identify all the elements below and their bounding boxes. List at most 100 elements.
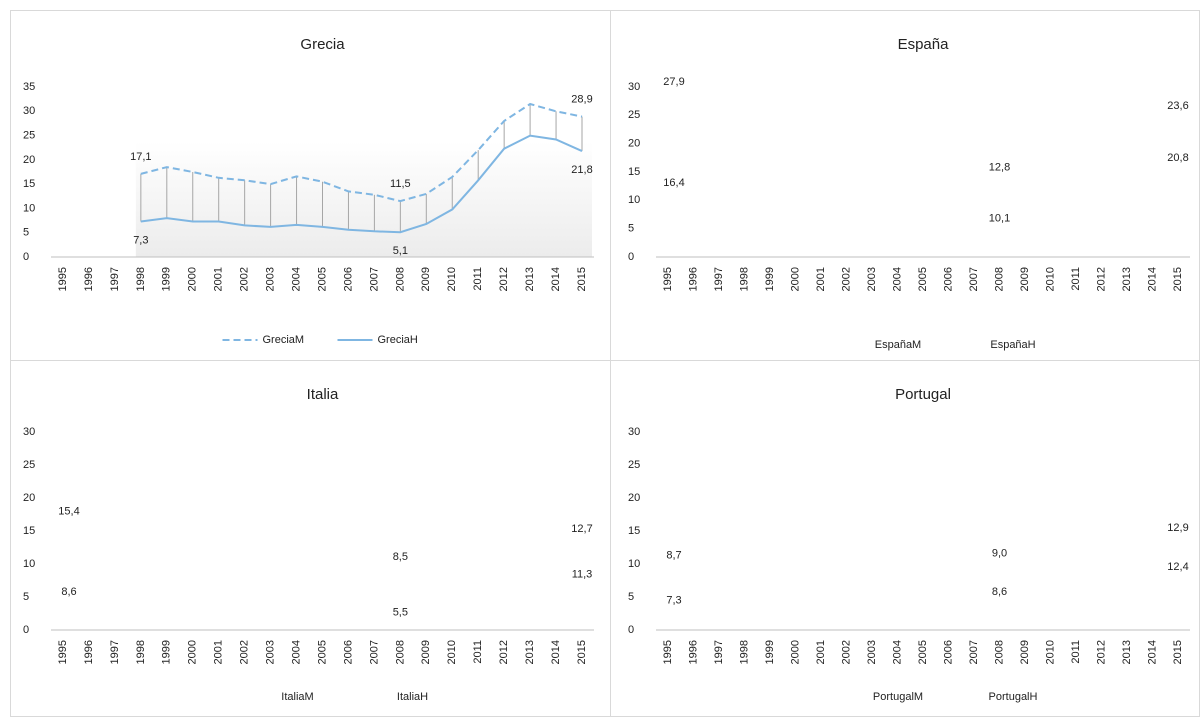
x-tick-label: 2014 [550, 640, 562, 664]
x-tick-label: 2004 [891, 640, 903, 664]
chart-title: Italia [307, 386, 339, 403]
x-tick-label: 2008 [394, 267, 406, 291]
x-tick-label: 2015 [576, 640, 588, 664]
x-tick-label: 1995 [662, 267, 674, 291]
x-tick-label: 1999 [764, 267, 776, 291]
y-tick-label: 30 [628, 426, 640, 438]
y-tick-label: 20 [23, 492, 35, 504]
data-label: 7,3 [133, 234, 148, 246]
x-tick-label: 2007 [968, 267, 980, 291]
x-tick-label: 2002 [840, 640, 852, 664]
x-tick-label: 2013 [524, 640, 536, 664]
data-label: 15,4 [58, 505, 79, 517]
data-label: 12,4 [1167, 561, 1188, 573]
x-tick-label: 2001 [815, 267, 827, 291]
plot-background [135, 141, 592, 257]
y-tick-label: 20 [628, 492, 640, 504]
data-label: 8,6 [61, 586, 76, 598]
data-label: 5,1 [393, 245, 408, 257]
y-tick-label: 5 [628, 223, 634, 235]
x-tick-label: 2006 [342, 640, 354, 664]
x-tick-label: 2001 [213, 640, 225, 664]
x-tick-label: 2015 [576, 267, 588, 291]
data-label: 10,1 [989, 213, 1010, 225]
chart-title: España [898, 36, 950, 53]
y-tick-label: 25 [23, 459, 35, 471]
y-tick-label: 20 [628, 138, 640, 150]
data-label: 21,8 [571, 164, 592, 176]
legend-label: PortugalH [989, 691, 1038, 703]
x-tick-label: 2007 [968, 640, 980, 664]
y-tick-label: 35 [23, 81, 35, 93]
x-tick-label: 1996 [83, 267, 95, 291]
x-tick-label: 2010 [1044, 267, 1056, 291]
x-tick-label: 1996 [83, 640, 95, 664]
x-tick-label: 2004 [290, 267, 302, 291]
y-tick-label: 30 [628, 81, 640, 93]
y-tick-label: 15 [23, 178, 35, 190]
legend-label: GreciaM [263, 334, 305, 346]
x-tick-label: 2000 [187, 640, 199, 664]
data-label: 23,6 [1167, 100, 1188, 112]
x-tick-label: 2013 [1121, 267, 1133, 291]
x-tick-label: 2002 [840, 267, 852, 291]
x-tick-label: 2003 [866, 640, 878, 664]
y-tick-label: 15 [628, 166, 640, 178]
x-tick-label: 2015 [1172, 267, 1184, 291]
data-label: 12,9 [1167, 522, 1188, 534]
x-tick-label: 2005 [917, 640, 929, 664]
x-tick-label: 2013 [1121, 640, 1133, 664]
frame [10, 10, 1200, 717]
data-label: 8,7 [666, 549, 681, 561]
data-label: 8,5 [393, 551, 408, 563]
y-tick-label: 30 [23, 105, 35, 117]
x-tick-label: 2006 [942, 267, 954, 291]
x-tick-label: 2004 [891, 267, 903, 291]
y-tick-label: 0 [628, 624, 634, 636]
x-tick-label: 1997 [713, 267, 725, 291]
x-tick-label: 2010 [446, 640, 458, 664]
y-tick-label: 25 [628, 109, 640, 121]
x-tick-label: 2012 [1095, 267, 1107, 291]
x-tick-label: 2005 [917, 267, 929, 291]
series-line [140, 102, 583, 203]
data-label: 5,5 [393, 607, 408, 619]
data-label: 12,8 [989, 161, 1010, 173]
x-tick-label: 2009 [420, 267, 432, 291]
x-tick-label: 1996 [687, 267, 699, 291]
x-tick-label: 1995 [57, 267, 69, 291]
x-tick-label: 1998 [738, 267, 750, 291]
data-label: 9,0 [992, 548, 1007, 560]
y-tick-label: 5 [23, 591, 29, 603]
y-tick-label: 10 [628, 558, 640, 570]
x-tick-label: 1995 [662, 640, 674, 664]
data-label: 7,3 [666, 595, 681, 607]
x-tick-label: 2006 [942, 640, 954, 664]
legend-label: GreciaH [378, 334, 418, 346]
data-label: 17,1 [130, 151, 151, 163]
y-tick-label: 15 [628, 525, 640, 537]
y-tick-label: 25 [628, 459, 640, 471]
x-tick-label: 2005 [316, 267, 328, 291]
x-tick-label: 1995 [57, 640, 69, 664]
x-tick-label: 2003 [265, 640, 277, 664]
data-label: 27,9 [663, 76, 684, 88]
x-tick-label: 2013 [524, 267, 536, 291]
x-tick-label: 2012 [498, 267, 510, 291]
x-tick-label: 2012 [1095, 640, 1107, 664]
x-tick-label: 2001 [213, 267, 225, 291]
x-tick-label: 2000 [187, 267, 199, 291]
x-tick-label: 2010 [446, 267, 458, 291]
data-label: 12,7 [571, 523, 592, 535]
x-tick-label: 1998 [135, 640, 147, 664]
chart-title: Portugal [895, 386, 951, 403]
y-tick-label: 10 [628, 194, 640, 206]
data-label: 16,4 [663, 177, 684, 189]
y-tick-label: 0 [628, 251, 634, 263]
x-tick-label: 2008 [394, 640, 406, 664]
x-tick-label: 2004 [290, 640, 302, 664]
data-label: 11,5 [390, 178, 411, 190]
x-tick-label: 2014 [1146, 267, 1158, 291]
x-tick-label: 1997 [713, 640, 725, 664]
x-tick-label: 2008 [993, 640, 1005, 664]
